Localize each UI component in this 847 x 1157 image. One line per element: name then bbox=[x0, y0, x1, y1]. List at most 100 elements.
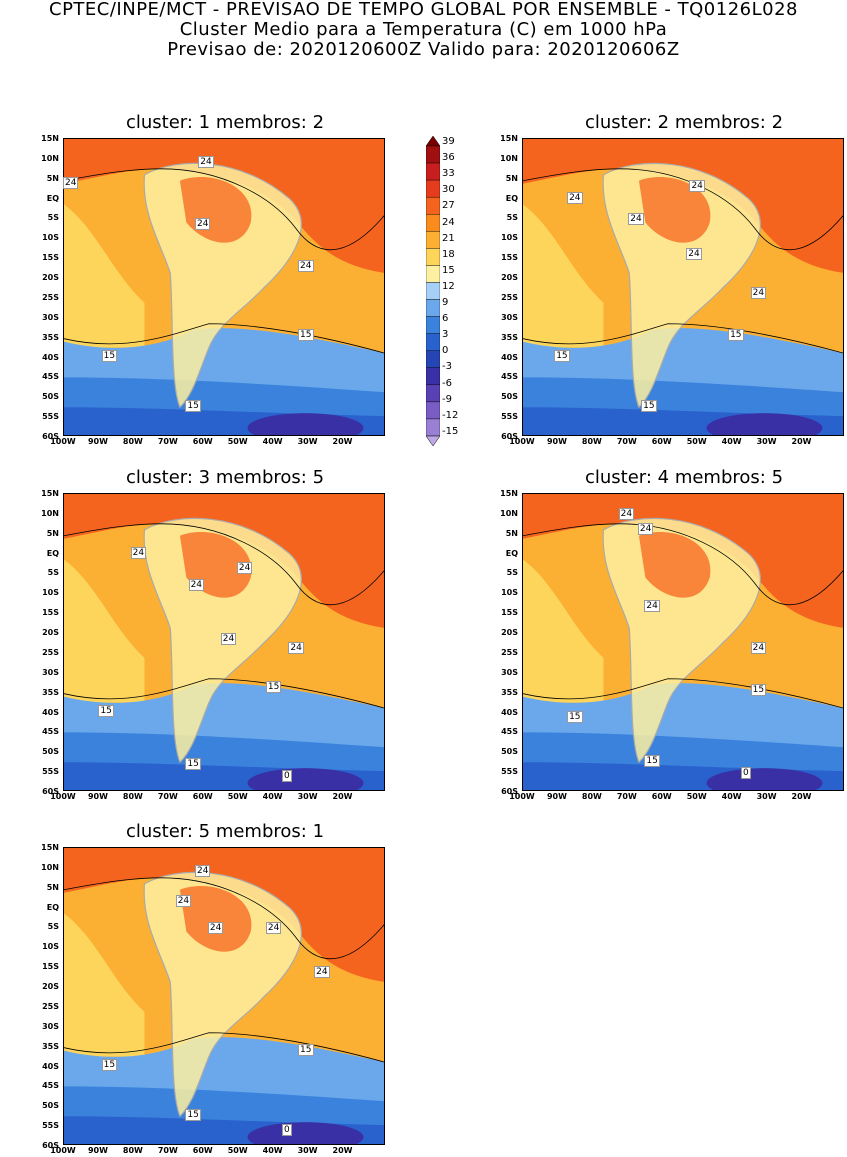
colorbar-level-label: 24 bbox=[442, 216, 455, 228]
header-line-2: Cluster Medio para a Temperatura (C) em … bbox=[179, 19, 668, 40]
contour-label: 15 bbox=[644, 755, 660, 768]
longitude-tick-label: 30W bbox=[756, 792, 777, 801]
latitude-tick-label: 10S bbox=[501, 588, 518, 598]
contour-label: 15 bbox=[750, 683, 767, 696]
colorbar-level-label: 33 bbox=[442, 168, 455, 180]
longitude-tick-label: 30W bbox=[297, 437, 318, 446]
colorbar-swatch bbox=[425, 384, 441, 403]
freezing-region bbox=[247, 768, 364, 790]
contour-24 bbox=[64, 877, 384, 960]
colorbar-level-label: -12 bbox=[442, 409, 459, 421]
map-panel bbox=[63, 138, 385, 436]
contour-label: 15 bbox=[98, 704, 114, 717]
contour-label: 24 bbox=[288, 642, 304, 654]
latitude-tick-label: 50S bbox=[501, 392, 518, 402]
latitude-tick-label: 15N bbox=[41, 843, 59, 852]
contour-label: 0 bbox=[740, 767, 751, 780]
latitude-tick-label: 5N bbox=[46, 528, 59, 538]
contour-label: 24 bbox=[236, 561, 253, 574]
continent-land bbox=[144, 163, 302, 408]
longitude-tick-label: 20W bbox=[332, 1146, 353, 1155]
longitude-tick-label: 90W bbox=[87, 1146, 108, 1155]
longitude-tick-label: 20W bbox=[332, 792, 353, 801]
contour-24 bbox=[64, 523, 384, 606]
interior-warm-cell bbox=[638, 532, 711, 598]
latitude-tick-label: 20S bbox=[501, 628, 518, 638]
longitude-tick-label: 70W bbox=[616, 792, 637, 801]
latitude-tick-label: EQ bbox=[505, 548, 518, 558]
contour-label: 24 bbox=[188, 579, 205, 592]
latitude-tick-label: EQ bbox=[46, 548, 59, 558]
colorbar-level-label: -15 bbox=[442, 425, 459, 437]
longitude-tick-label: 100W bbox=[509, 792, 535, 801]
longitude-tick-label: 70W bbox=[157, 792, 178, 801]
longitude-tick-label: 50W bbox=[686, 437, 707, 446]
latitude-tick-label: 50S bbox=[501, 747, 518, 757]
contour-label: 15 bbox=[185, 1109, 201, 1122]
latitude-tick-label: 40S bbox=[501, 352, 518, 362]
contour-label: 24 bbox=[195, 218, 211, 231]
longitude-tick-label: 90W bbox=[546, 792, 567, 801]
contour-label: 0 bbox=[281, 770, 292, 783]
colorbar-swatch bbox=[425, 214, 441, 232]
contour-15 bbox=[64, 1032, 384, 1063]
map-canvas bbox=[64, 494, 384, 790]
colorbar-level-label: -3 bbox=[442, 361, 452, 373]
latitude-tick-label: 60S bbox=[501, 787, 518, 796]
latitude-tick-label: 50S bbox=[42, 392, 59, 402]
latitude-tick-label: 5N bbox=[505, 528, 518, 538]
latitude-tick-label: 15N bbox=[41, 134, 59, 143]
contour-label: 15 bbox=[567, 710, 583, 723]
colorbar-swatch bbox=[425, 350, 441, 368]
contour-label: 24 bbox=[207, 921, 224, 934]
colorbar-swatch bbox=[425, 196, 441, 215]
latitude-tick-label: 60S bbox=[501, 432, 518, 441]
contour-label: 24 bbox=[644, 600, 660, 613]
mild-region bbox=[523, 559, 604, 703]
latitude-tick-label: 60S bbox=[42, 787, 59, 796]
colorbar-swatch bbox=[425, 282, 441, 300]
latitude-tick-label: 30S bbox=[501, 667, 518, 677]
latitude-tick-label: 10S bbox=[42, 588, 59, 598]
contour-label: 24 bbox=[63, 176, 79, 189]
colorbar-swatch bbox=[425, 162, 441, 181]
colorbar-level-label: 30 bbox=[442, 184, 455, 196]
contour-label: 24 bbox=[628, 212, 644, 225]
colorbar-level-label: 0 bbox=[442, 345, 449, 357]
contour-24 bbox=[523, 168, 843, 251]
colorbar-swatch bbox=[425, 231, 441, 249]
latitude-tick-label: 15N bbox=[500, 489, 518, 498]
panel-title: cluster: 3 membros: 5 bbox=[125, 467, 325, 488]
longitude-tick-label: 30W bbox=[297, 792, 318, 801]
latitude-tick-label: 55S bbox=[501, 412, 518, 422]
longitude-tick-label: 60W bbox=[651, 437, 672, 446]
warm-region bbox=[64, 139, 384, 273]
latitude-tick-label: 45S bbox=[501, 727, 518, 737]
longitude-tick-label: 60W bbox=[651, 792, 672, 801]
latitude-tick-label: 10S bbox=[501, 233, 518, 243]
latitude-tick-label: 40S bbox=[42, 707, 59, 717]
longitude-tick-label: 40W bbox=[262, 792, 283, 801]
longitude-tick-label: 90W bbox=[87, 792, 108, 801]
longitude-tick-label: 80W bbox=[122, 792, 143, 801]
contour-label: 15 bbox=[265, 680, 282, 693]
latitude-tick-label: 5N bbox=[46, 173, 59, 183]
contour-15 bbox=[64, 323, 384, 354]
latitude-tick-label: 10N bbox=[41, 862, 59, 872]
longitude-tick-label: 80W bbox=[122, 1146, 143, 1155]
latitude-tick-label: EQ bbox=[46, 193, 59, 203]
freezing-region bbox=[247, 413, 364, 435]
contour-label: 15 bbox=[185, 758, 201, 771]
longitude-tick-label: 90W bbox=[546, 437, 567, 446]
latitude-tick-label: EQ bbox=[46, 902, 59, 912]
colorbar-swatch bbox=[425, 299, 441, 317]
latitude-tick-label: 10S bbox=[42, 233, 59, 243]
latitude-tick-label: 5N bbox=[46, 882, 59, 892]
latitude-tick-label: 5S bbox=[506, 213, 518, 223]
latitude-tick-label: 35S bbox=[42, 1041, 59, 1051]
contour-label: 15 bbox=[554, 349, 570, 362]
latitude-tick-label: 50S bbox=[42, 1101, 59, 1111]
map-canvas bbox=[64, 848, 384, 1144]
contour-label: 15 bbox=[641, 400, 657, 413]
warm-region bbox=[523, 139, 843, 273]
